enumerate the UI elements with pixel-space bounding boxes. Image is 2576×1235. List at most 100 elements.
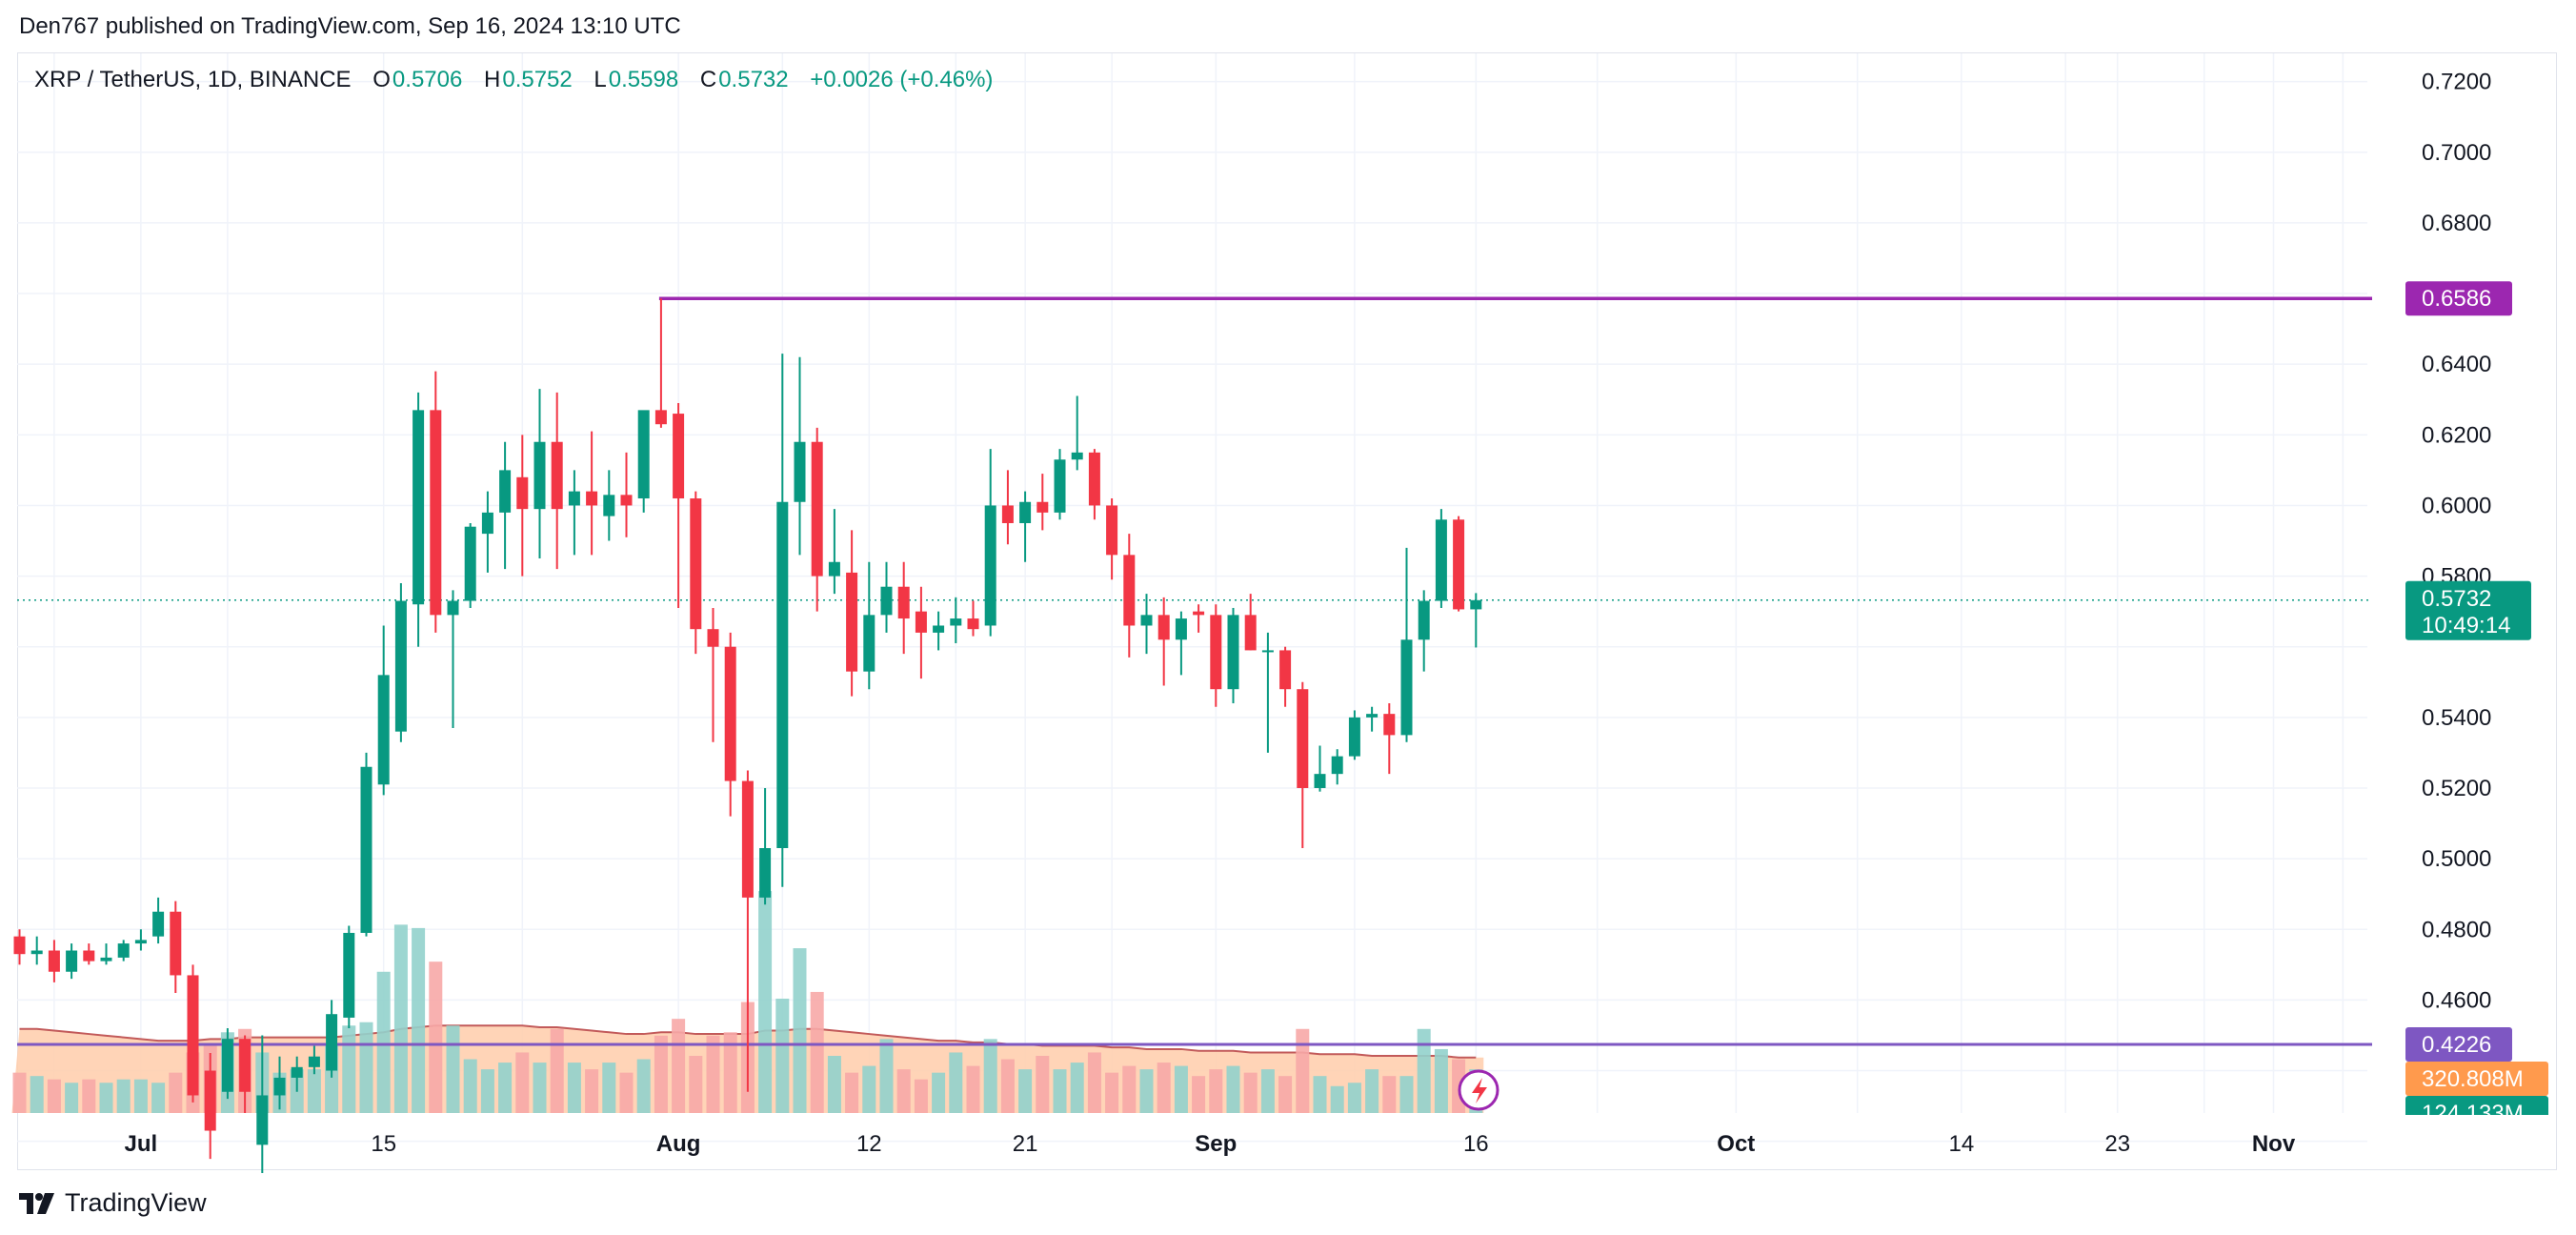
volume-bar [602,1063,616,1113]
volume-bar [862,1065,876,1113]
volume-badge-1-text: 320.808M [2422,1066,2524,1092]
candle-body [221,1039,233,1092]
tradingview-brand: TradingView [65,1188,207,1217]
candle-body [152,911,165,937]
candle-body [673,414,685,499]
volume-bar [1365,1069,1379,1113]
volume-bar [1053,1069,1067,1113]
candle-body [1418,600,1430,640]
volume-bar [585,1069,599,1113]
candle-body [48,950,60,972]
price-tick-label: 0.6000 [2422,493,2491,518]
candle-body [828,561,840,577]
chart-frame[interactable] [17,52,2557,1170]
candle-body [1054,459,1066,513]
volume-bar [1313,1076,1327,1113]
volume-bar [1122,1065,1137,1113]
price-tick-label: 0.6800 [2422,211,2491,236]
legend-symbol[interactable]: XRP / TetherUS, 1D, BINANCE [34,67,352,92]
volume-bar [896,1069,911,1113]
candle-body [30,950,43,955]
volume-bar [723,1032,737,1113]
volume-bar [1296,1028,1310,1113]
volume-bar [1139,1069,1154,1113]
volume-bar [151,1083,166,1113]
volume-bar [393,924,408,1113]
candle-body [533,441,546,510]
candle-body [100,957,112,962]
price-tick-label: 0.5000 [2422,846,2491,872]
volume-bar [966,1065,980,1113]
volume-badge-1-bg [2405,1062,2548,1096]
candle-body [1297,689,1309,788]
legend-low-key: L [594,67,607,92]
volume-bar [498,1063,513,1113]
volume-bar [99,1083,113,1113]
time-tick-label: 16 [1463,1131,1489,1157]
price-tick-label: 0.5400 [2422,705,2491,731]
volume-bar [949,1052,963,1113]
volume-bar [827,1056,841,1113]
legend-change: +0.0026 (+0.46%) [810,67,994,92]
volume-bar [446,1025,460,1113]
volume-bar [758,891,773,1113]
volume-bar [480,1069,494,1113]
legend-close-key: C [699,67,717,92]
time-tick-label: 23 [2104,1131,2130,1157]
price-tick-label: 0.5200 [2422,776,2491,801]
volume-bar [1382,1076,1397,1113]
candle-body [1435,519,1447,601]
volume-badge-2-bg [2405,1096,2548,1115]
support-badge-text: 0.4226 [2422,1032,2491,1058]
candle-body [1036,501,1049,513]
time-tick-label: Aug [656,1131,701,1157]
volume-bar [775,999,790,1113]
candle-body [447,600,459,616]
time-tick-label: 14 [1949,1131,1975,1157]
candle-body [187,975,199,1096]
time-tick-label: Oct [1717,1131,1755,1157]
volume-bar [533,1063,547,1113]
volume-bar [550,1028,564,1113]
events-lightning-icon [1458,1069,1499,1111]
candle-body [13,936,26,955]
volume-bar [307,1069,321,1113]
time-tick-label: 21 [1013,1131,1038,1157]
volume-bar [1192,1076,1206,1113]
volume-badge-2: 124.133M [2405,1096,2548,1115]
resistance-badge-text: 0.6586 [2422,286,2491,312]
candle-body [1140,615,1153,626]
volume-bar [689,1056,703,1113]
candle-body [343,932,355,1018]
candle-body [516,476,529,510]
candle-body [794,441,806,502]
candle-body [984,505,996,626]
candle-body [1470,599,1482,610]
price-tick-label: 0.7200 [2422,70,2491,95]
candle-body [1088,452,1100,506]
volume-bar [133,1079,148,1113]
candle-body [811,441,823,577]
tradingview-logo[interactable]: TradingView [19,1188,207,1218]
volume-bar [1105,1072,1119,1113]
volume-bar [65,1083,79,1113]
candle-body [204,1070,216,1131]
candle-body [551,441,563,510]
candle-body [256,1095,269,1145]
candle-body [1210,615,1222,690]
support-badge: 0.4226 [2405,1027,2512,1062]
candle-body [724,646,736,781]
volume-bar [1243,1072,1258,1113]
candle-body [1175,618,1187,640]
current-price-badge-text: 10:49:14 [2422,613,2510,638]
candle-body [776,501,789,848]
candle-body [759,848,772,898]
candle-body [967,618,979,630]
price-tick-label: 0.6200 [2422,422,2491,448]
volume-bar [1174,1065,1188,1113]
candle-body [308,1056,320,1067]
candle-body [1453,519,1465,610]
time-tick-label: Sep [1195,1131,1237,1157]
volume-bar [636,1059,651,1113]
